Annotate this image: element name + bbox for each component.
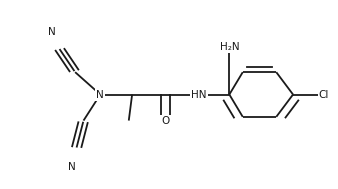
Text: O: O	[162, 115, 170, 125]
Text: N: N	[68, 162, 76, 172]
Text: N: N	[96, 90, 104, 99]
Text: H₂N: H₂N	[219, 42, 239, 52]
Text: HN: HN	[191, 90, 207, 99]
Text: Cl: Cl	[319, 90, 329, 99]
Text: N: N	[48, 27, 55, 37]
